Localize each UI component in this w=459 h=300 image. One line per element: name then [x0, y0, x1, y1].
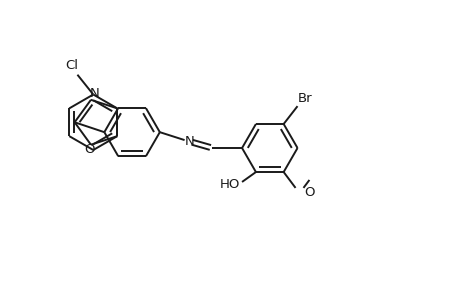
Text: Cl: Cl — [65, 59, 78, 72]
Text: O: O — [84, 143, 95, 156]
Text: Br: Br — [297, 92, 312, 105]
Text: N: N — [184, 135, 194, 148]
Text: N: N — [90, 87, 100, 101]
Text: O: O — [303, 186, 314, 199]
Text: HO: HO — [219, 178, 240, 191]
